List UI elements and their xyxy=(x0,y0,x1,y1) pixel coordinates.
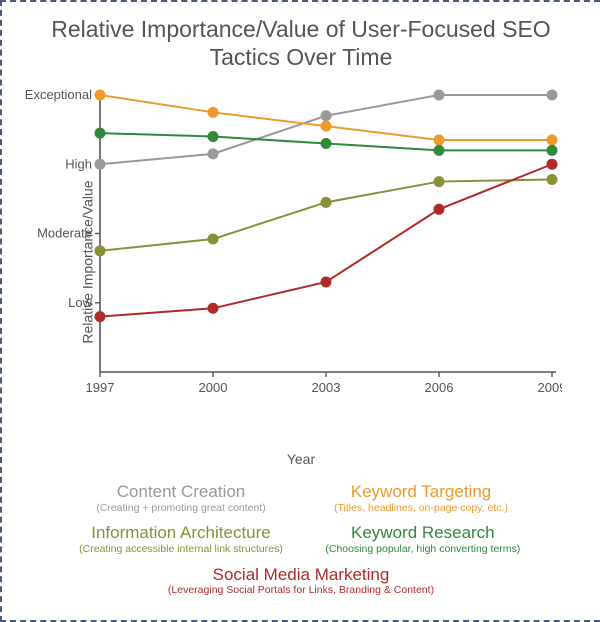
series-marker-keyword_targeting xyxy=(321,121,332,132)
series-marker-keyword_research xyxy=(547,145,558,156)
legend-name: Information Architecture xyxy=(79,524,283,543)
series-marker-keyword_targeting xyxy=(95,90,106,101)
series-marker-keyword_research xyxy=(321,138,332,149)
series-line-social_media_marketing xyxy=(100,164,552,316)
legend-desc: (Creating + promoting great content) xyxy=(81,502,281,515)
series-marker-social_media_marketing xyxy=(547,159,558,170)
legend-item-content_creation: Content Creation(Creating + promoting gr… xyxy=(81,483,281,514)
legend-item-keyword_research: Keyword Research(Choosing popular, high … xyxy=(323,524,523,555)
legend-name: Keyword Targeting xyxy=(321,483,521,502)
x-tick-label: 2003 xyxy=(312,380,341,395)
chart-legend: Content Creation(Creating + promoting gr… xyxy=(2,467,600,597)
y-tick-label: High xyxy=(65,156,92,171)
series-marker-social_media_marketing xyxy=(208,303,219,314)
series-marker-content_creation xyxy=(321,110,332,121)
series-marker-social_media_marketing xyxy=(321,277,332,288)
series-marker-information_architecture xyxy=(95,246,106,257)
series-marker-information_architecture xyxy=(547,174,558,185)
series-marker-keyword_research xyxy=(95,128,106,139)
x-tick-label: 1997 xyxy=(86,380,115,395)
series-marker-keyword_targeting xyxy=(547,135,558,146)
y-tick-label: Exceptional xyxy=(25,87,92,102)
legend-desc: (Leveraging Social Portals for Links, Br… xyxy=(168,584,434,597)
series-marker-keyword_targeting xyxy=(434,135,445,146)
legend-item-information_architecture: Information Architecture(Creating access… xyxy=(79,524,283,555)
series-marker-content_creation xyxy=(208,149,219,160)
series-marker-keyword_research xyxy=(434,145,445,156)
legend-name: Content Creation xyxy=(81,483,281,502)
series-marker-content_creation xyxy=(547,90,558,101)
series-marker-social_media_marketing xyxy=(434,204,445,215)
x-tick-label: 2009 xyxy=(538,380,562,395)
legend-desc: (Creating accessible internal link struc… xyxy=(79,543,283,556)
series-marker-content_creation xyxy=(434,90,445,101)
chart-area: Relative Importance/Value LowModerateHig… xyxy=(2,77,600,447)
series-marker-information_architecture xyxy=(321,197,332,208)
series-marker-keyword_targeting xyxy=(208,107,219,118)
legend-item-social_media_marketing: Social Media Marketing(Leveraging Social… xyxy=(168,566,434,597)
legend-item-keyword_targeting: Keyword Targeting(Titles, headlines, on-… xyxy=(321,483,521,514)
series-marker-information_architecture xyxy=(208,234,219,245)
series-marker-information_architecture xyxy=(434,176,445,187)
legend-desc: (Titles, headlines, on-page copy, etc.) xyxy=(321,502,521,515)
series-marker-social_media_marketing xyxy=(95,311,106,322)
x-tick-label: 2006 xyxy=(425,380,454,395)
legend-name: Keyword Research xyxy=(323,524,523,543)
x-axis-label: Year xyxy=(2,451,600,467)
x-tick-label: 2000 xyxy=(199,380,228,395)
y-axis-label: Relative Importance/Value xyxy=(80,181,96,344)
legend-desc: (Choosing popular, high converting terms… xyxy=(323,543,523,556)
chart-title: Relative Importance/Value of User-Focuse… xyxy=(2,2,600,77)
legend-name: Social Media Marketing xyxy=(168,566,434,585)
series-marker-content_creation xyxy=(95,159,106,170)
series-marker-keyword_research xyxy=(208,131,219,142)
